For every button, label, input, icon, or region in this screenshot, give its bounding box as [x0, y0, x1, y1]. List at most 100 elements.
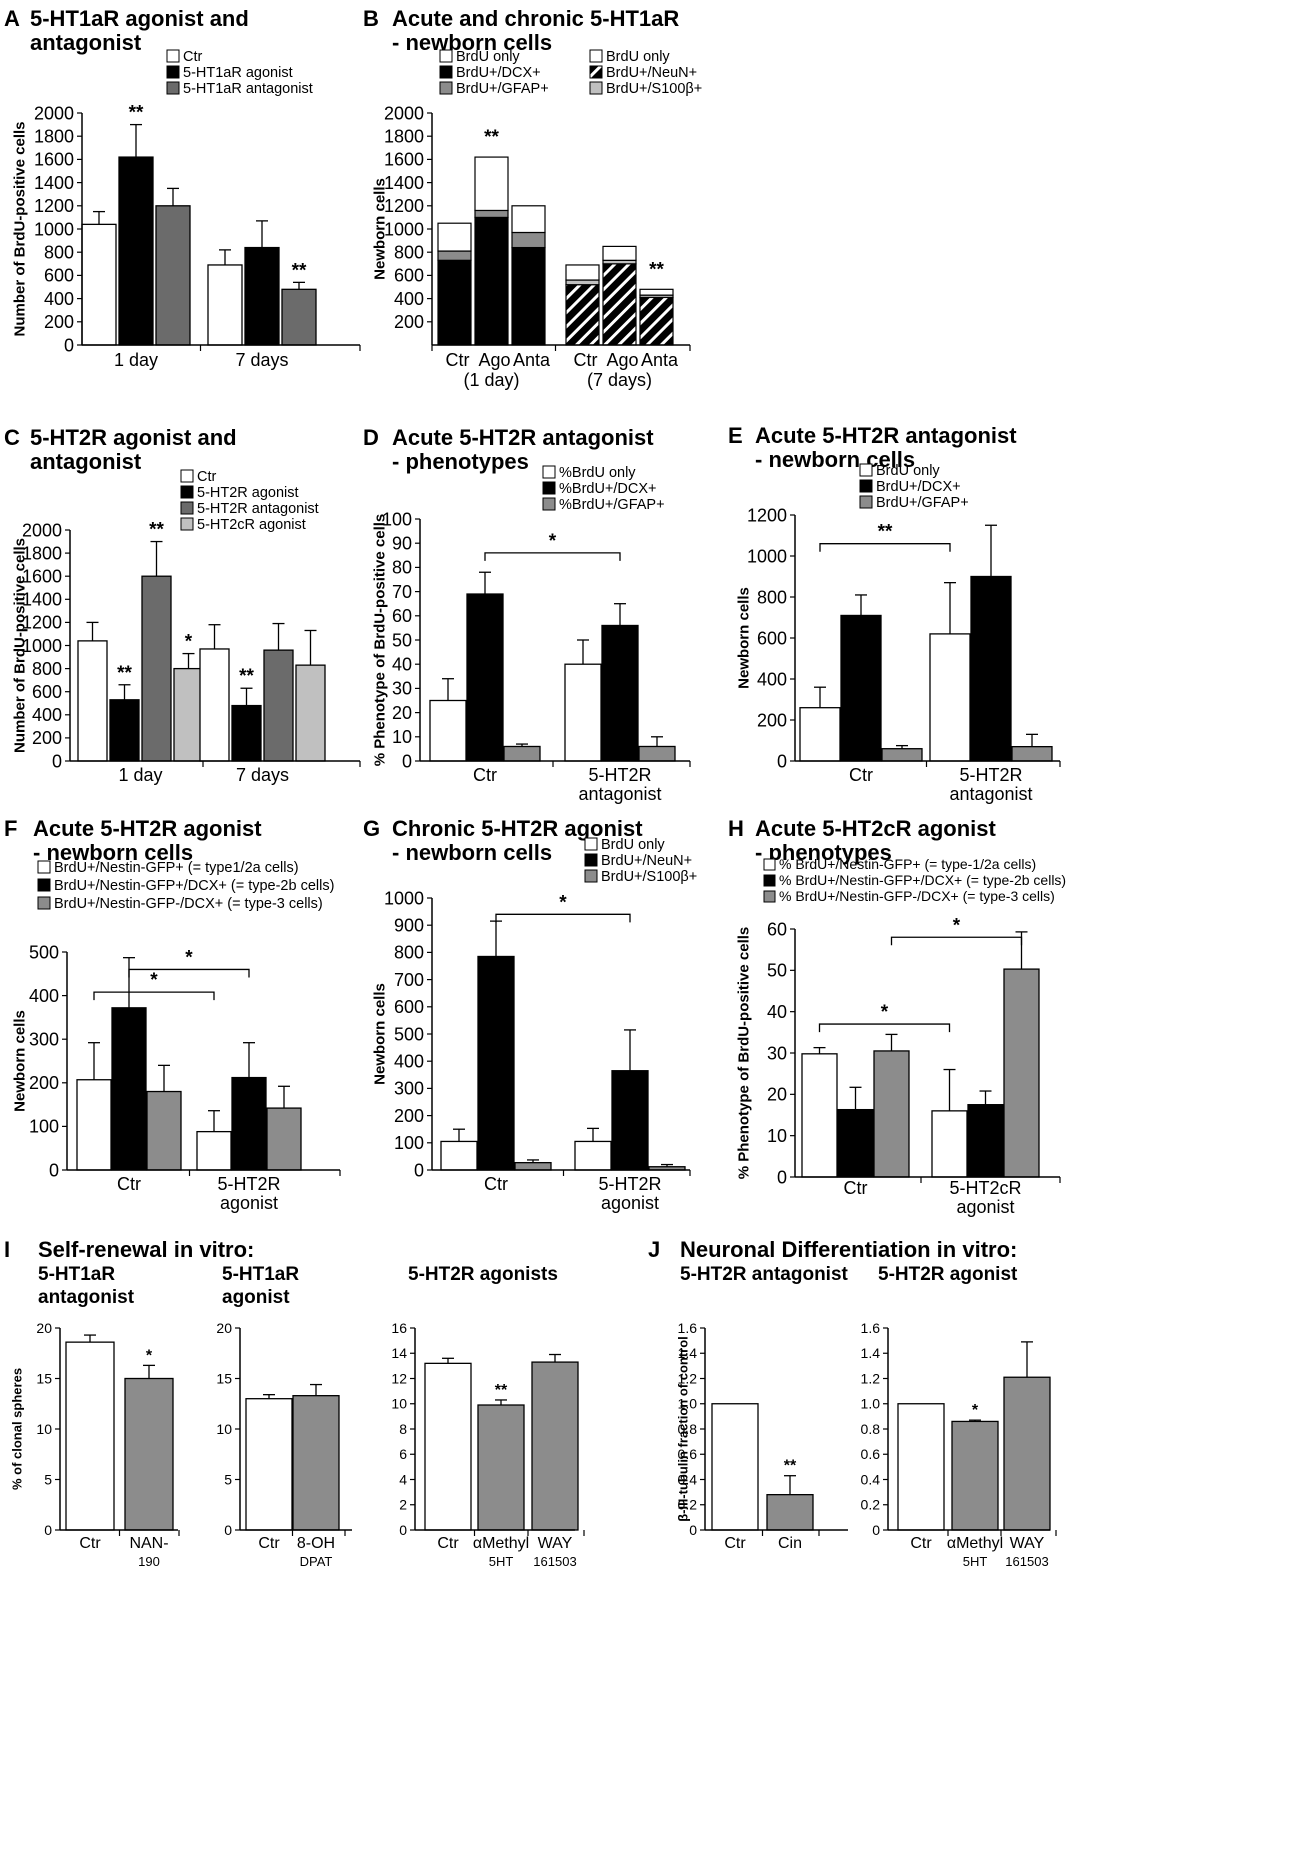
y-tick-label: 100: [382, 509, 412, 529]
legend-swatch: [859, 463, 873, 477]
panel-letter: A: [4, 6, 20, 31]
significance-marker: *: [185, 632, 193, 653]
bar: [897, 1403, 945, 1531]
y-tick-label: 2000: [22, 520, 62, 540]
chart-title: 5-HT2R antagonist: [680, 1264, 849, 1285]
bar-segment: [437, 259, 472, 346]
y-tick-label: 1.0: [861, 1396, 881, 1412]
bar: [466, 593, 504, 762]
bar: [766, 1494, 814, 1531]
panel-letter: B: [363, 6, 379, 31]
legend-label: BrdU only: [601, 837, 665, 853]
category-label: Ctr: [849, 765, 873, 785]
significance-marker: *: [881, 1002, 889, 1023]
bar-segment: [511, 231, 546, 249]
y-tick-label: 0: [224, 1522, 232, 1538]
y-tick-label: 5: [224, 1471, 232, 1487]
bar-segment: [602, 245, 637, 261]
y-tick-label: 1000: [384, 219, 424, 239]
bar: [231, 704, 262, 762]
panel-letter: F: [4, 816, 17, 841]
bar: [503, 745, 541, 762]
legend-label: BrdU+/S100β+: [601, 869, 697, 885]
bar: [929, 633, 971, 762]
category-label: 161503: [1005, 1554, 1048, 1569]
y-tick-label: 0.8: [861, 1421, 881, 1437]
bar: [111, 1007, 147, 1171]
y-tick-label: 0: [64, 335, 74, 355]
y-tick-label: 30: [392, 679, 412, 699]
category-label: Anta: [513, 350, 551, 370]
legend-swatch: [584, 853, 598, 867]
legend-label: Ctr: [183, 49, 203, 65]
significance-marker: **: [878, 522, 893, 543]
legend-label: BrdU+/NeuN+: [601, 853, 692, 869]
legend-label: %BrdU only: [559, 465, 636, 481]
bar: [155, 205, 191, 346]
chart-title: - newborn cells: [392, 840, 552, 865]
category-label: Ctr: [844, 1178, 868, 1198]
chart-panel-e: E Acute 5-HT2R antagonist- newborn cellsB…: [728, 423, 1061, 804]
legend-swatch: [763, 858, 776, 871]
bar-segment: [565, 284, 600, 346]
y-tick-label: 2: [399, 1497, 407, 1513]
chart-title: agonist: [222, 1287, 290, 1308]
significance-marker: *: [185, 947, 193, 968]
y-tick-label: 1400: [22, 590, 62, 610]
y-tick-label: 0: [49, 1160, 59, 1180]
category-label: antagonist: [949, 784, 1032, 804]
y-tick-label: 700: [394, 970, 424, 990]
panel-letter: D: [363, 425, 379, 450]
y-tick-label: 300: [394, 1079, 424, 1099]
legend-swatch: [584, 869, 598, 883]
bar: [263, 649, 294, 762]
y-tick-label: 1.6: [861, 1320, 881, 1336]
legend-swatch: [37, 860, 51, 874]
y-tick-label: 6: [399, 1446, 407, 1462]
chart-title: 5-HT2R agonists: [408, 1264, 558, 1285]
legend-label: 5-HT2R antagonist: [197, 501, 319, 517]
category-label: Ago: [606, 350, 638, 370]
y-tick-label: 10: [36, 1421, 52, 1437]
significance-marker: *: [549, 531, 557, 552]
y-tick-label: 4: [399, 1471, 407, 1487]
y-tick-label: 400: [44, 289, 74, 309]
bar: [292, 1395, 340, 1531]
bar: [840, 614, 882, 762]
y-tick-label: 800: [44, 243, 74, 263]
y-tick-label: 8: [399, 1421, 407, 1437]
legend-label: BrdU+/NeuN+: [606, 65, 697, 81]
category-label: WAY: [538, 1535, 573, 1552]
legend-label: BrdU only: [456, 49, 520, 65]
bar: [76, 1079, 112, 1171]
category-label: DPAT: [300, 1554, 333, 1569]
category-label: WAY: [1010, 1535, 1045, 1552]
y-tick-label: 600: [32, 682, 62, 702]
category-label: 5-HT2R: [217, 1174, 280, 1194]
y-tick-label: 80: [392, 558, 412, 578]
y-tick-label: 1.2: [861, 1370, 881, 1386]
significance-bracket: [93, 991, 215, 1001]
bar: [81, 223, 117, 346]
legend-label: BrdU+/DCX+: [456, 65, 541, 81]
significance-bracket: [495, 913, 631, 923]
category-label: Ctr: [258, 1535, 280, 1552]
legend-label: % BrdU+/Nestin-GFP+ (= type-1/2a cells): [779, 856, 1036, 872]
y-axis-label: Newborn cells: [735, 587, 752, 689]
y-tick-label: 400: [394, 289, 424, 309]
y-tick-label: 20: [36, 1320, 52, 1336]
bar: [881, 748, 923, 762]
chart-title: antagonist: [30, 30, 142, 55]
category-label: Ctr: [446, 350, 470, 370]
bar: [711, 1403, 759, 1531]
bar-segment: [639, 296, 674, 346]
significance-marker: **: [129, 103, 144, 124]
bar: [196, 1130, 232, 1171]
chart-title: - phenotypes: [392, 449, 529, 474]
y-tick-label: 1800: [384, 127, 424, 147]
y-tick-label: 12: [391, 1370, 407, 1386]
significance-marker: **: [239, 666, 254, 687]
legend-swatch: [542, 465, 556, 479]
group-label: (7 days): [587, 370, 652, 390]
